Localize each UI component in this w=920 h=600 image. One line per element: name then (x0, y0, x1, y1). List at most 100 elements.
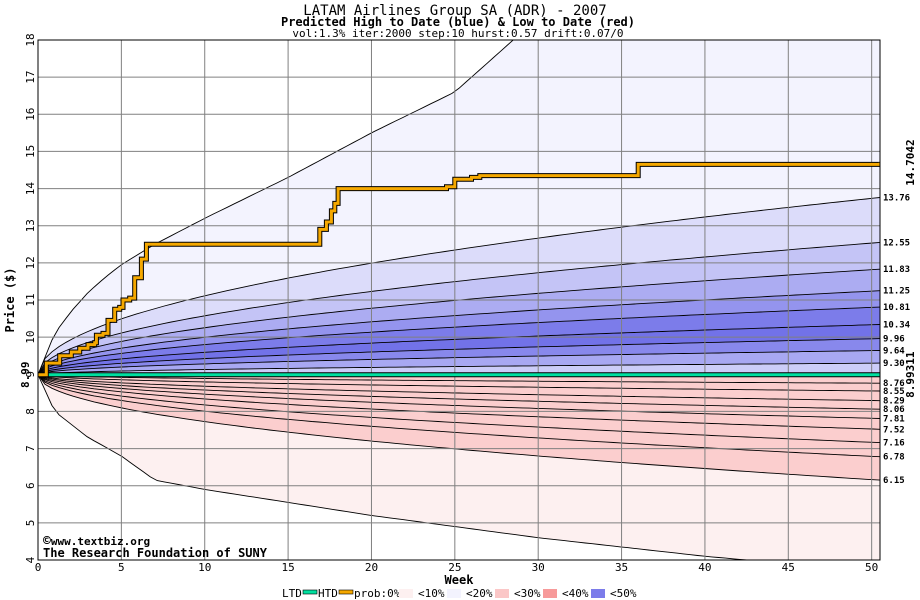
y-tick-label-14: 18 (24, 33, 37, 46)
y-tick-label-5: 9 (24, 371, 37, 378)
x-tick-label-7: 35 (615, 561, 628, 574)
lower-band-label-0: 8.76 (883, 379, 905, 389)
legend-swatch-1 (447, 589, 461, 598)
y-tick-label-11: 15 (24, 145, 37, 158)
legend-ltd-label: LTD (282, 587, 302, 600)
start-price-label: 8.99 (19, 361, 32, 388)
overlay: 0 5 10 15 20 25 30 35 40 45 5045678910111213141516… (19, 33, 917, 574)
legend-entry-3: <40% (562, 587, 589, 600)
upper-band-0 (38, 40, 880, 375)
lower-band-label-7: 6.78 (883, 453, 905, 463)
legend: LTD HTD prob:0% <10% <20% <30% <40% <50% (282, 587, 637, 600)
y-tick-label-7: 11 (24, 293, 37, 306)
upper-band-7 (38, 338, 880, 375)
x-tick-label-8: 40 (698, 561, 711, 574)
y-tick-label-13: 17 (24, 70, 37, 83)
band-boundary-16 (38, 374, 880, 430)
band-boundary-5 (38, 306, 880, 376)
chart-title: LATAM Airlines Group SA (ADR) - 2007 (303, 3, 606, 19)
band-boundary-15 (38, 374, 880, 419)
legend-entry-4: <50% (610, 587, 637, 600)
upper-band-label-5: 10.34 (883, 321, 911, 331)
chart-params: vol:1.3% iter:2000 step:10 hurst:0.57 dr… (292, 27, 623, 40)
lower-band-label-3: 8.06 (883, 405, 905, 415)
footer-org: The Research Foundation of SUNY (43, 546, 268, 560)
band-boundary-18 (38, 374, 880, 458)
copyright-text: ©www.textbiz.org (43, 534, 150, 549)
bands-group (38, 40, 880, 560)
y-tick-label-3: 7 (24, 445, 37, 452)
upper-band-label-6: 9.96 (883, 335, 905, 345)
x-tick-label-9: 45 (782, 561, 795, 574)
upper-band-label-4: 10.81 (883, 303, 910, 313)
band-boundary-1 (38, 197, 880, 375)
upper-band-5 (38, 307, 880, 375)
legend-entry-0: <10% (418, 587, 445, 600)
upper-band-9 (38, 363, 880, 375)
copyright-link[interactable]: www.textbiz.org (51, 535, 150, 548)
legend-htd-label: HTD (318, 587, 338, 600)
x-tick-label-2: 10 (198, 561, 211, 574)
y-tick-label-1: 5 (24, 520, 37, 527)
upper-band-3 (38, 269, 880, 375)
legend-entry-1: <20% (466, 587, 493, 600)
band-boundary-11 (38, 374, 880, 384)
y-tick-label-8: 12 (24, 256, 37, 269)
lower-band-label-8: 6.15 (883, 476, 905, 486)
legend-entry-2: <30% (514, 587, 541, 600)
x-tick-label-4: 20 (365, 561, 378, 574)
copyright-icon: © (43, 534, 51, 549)
x-tick-label-3: 15 (281, 561, 294, 574)
x-tick-label-1: 5 (118, 561, 125, 574)
upper-band-4 (38, 290, 880, 375)
x-tick-label-10: 50 (865, 561, 878, 574)
band-boundary-8 (38, 350, 880, 376)
upper-band-label-0: 13.76 (883, 194, 910, 204)
y-tick-label-9: 13 (24, 219, 37, 232)
band-boundary-0 (38, 40, 514, 375)
y-tick-label-6: 10 (24, 330, 37, 343)
band-boundary-2 (38, 241, 880, 375)
lower-band-label-4: 7.81 (883, 415, 905, 425)
y-tick-label-12: 16 (24, 108, 37, 121)
ltd-final-label: 8.99311 (904, 351, 917, 398)
y-axis-label: Price ($) (3, 267, 17, 332)
y-tick-label-2: 6 (24, 482, 37, 489)
band-boundary-19 (38, 374, 880, 481)
upper-band-label-3: 11.25 (883, 287, 910, 297)
legend-ltd-swatch (302, 589, 318, 595)
band-boundary-6 (38, 324, 880, 376)
band-boundary-14 (38, 374, 880, 410)
band-boundary-7 (38, 338, 880, 376)
upper-band-label-7: 9.64 (883, 347, 905, 357)
band-boundary-9 (38, 362, 880, 376)
upper-band-label-1: 12.55 (883, 238, 910, 248)
legend-htd-swatch (338, 589, 354, 595)
lower-band-label-2: 8.29 (883, 397, 905, 407)
plot-area (37, 39, 881, 561)
legend-swatch-2 (495, 589, 509, 598)
legend-prob-label: prob:0% (354, 587, 401, 600)
y-tick-label-10: 14 (24, 182, 37, 196)
chart-subtitle: Predicted High to Date (blue) & Low to D… (281, 15, 635, 29)
htd-line (38, 162, 880, 377)
x-tick-label-0: 0 (35, 561, 42, 574)
legend-swatch-4 (591, 589, 605, 598)
upper-band-2 (38, 242, 880, 375)
band-boundary-13 (38, 374, 880, 402)
band-boundary-12 (38, 374, 880, 392)
htd-final-label: 14.7042 (904, 139, 917, 185)
band-boundary-10 (38, 374, 752, 560)
upper-band-1 (38, 197, 880, 375)
x-tick-label-6: 30 (532, 561, 545, 574)
lower-band-label-6: 7.16 (883, 439, 905, 449)
upper-band-label-8: 9.30 (883, 359, 905, 369)
upper-band-label-2: 11.83 (883, 265, 910, 275)
x-tick-label-5: 25 (448, 561, 461, 574)
legend-swatch-0 (399, 589, 413, 598)
lower-band-label-5: 7.52 (883, 425, 905, 435)
plot-frame (37, 39, 881, 561)
band-boundary-17 (38, 374, 880, 444)
band-boundary-4 (38, 290, 880, 376)
